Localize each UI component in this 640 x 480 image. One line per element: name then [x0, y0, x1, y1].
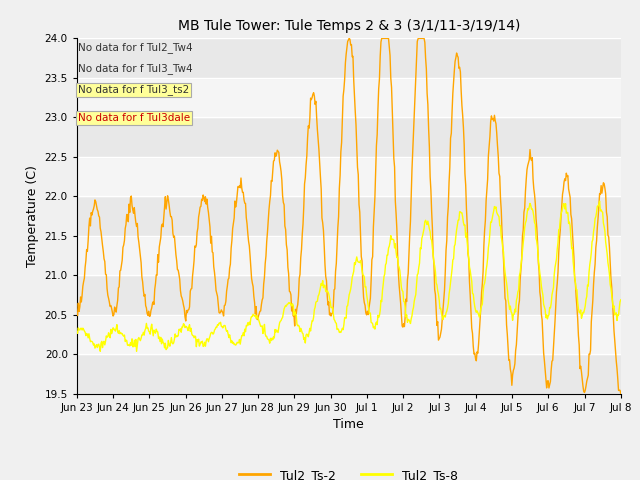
Text: No data for f Tul2_Tw4: No data for f Tul2_Tw4: [78, 42, 193, 53]
Bar: [77, 275, 621, 315]
Bar: [77, 236, 621, 275]
Text: No data for f Tul3dale: No data for f Tul3dale: [78, 113, 190, 123]
Legend: Tul2_Ts-2, Tul2_Ts-8: Tul2_Ts-2, Tul2_Ts-8: [234, 464, 463, 480]
X-axis label: Time: Time: [333, 418, 364, 431]
Title: MB Tule Tower: Tule Temps 2 & 3 (3/1/11-3/19/14): MB Tule Tower: Tule Temps 2 & 3 (3/1/11-…: [178, 19, 520, 33]
Bar: [77, 157, 621, 196]
Bar: [77, 38, 621, 78]
Bar: [77, 196, 621, 236]
Text: No data for f Tul3_Tw4: No data for f Tul3_Tw4: [78, 63, 193, 74]
Bar: [77, 117, 621, 157]
Bar: [77, 78, 621, 117]
Bar: [77, 354, 621, 394]
Y-axis label: Temperature (C): Temperature (C): [26, 165, 39, 267]
Text: No data for f Tul3_ts2: No data for f Tul3_ts2: [78, 84, 189, 96]
Bar: [77, 315, 621, 354]
